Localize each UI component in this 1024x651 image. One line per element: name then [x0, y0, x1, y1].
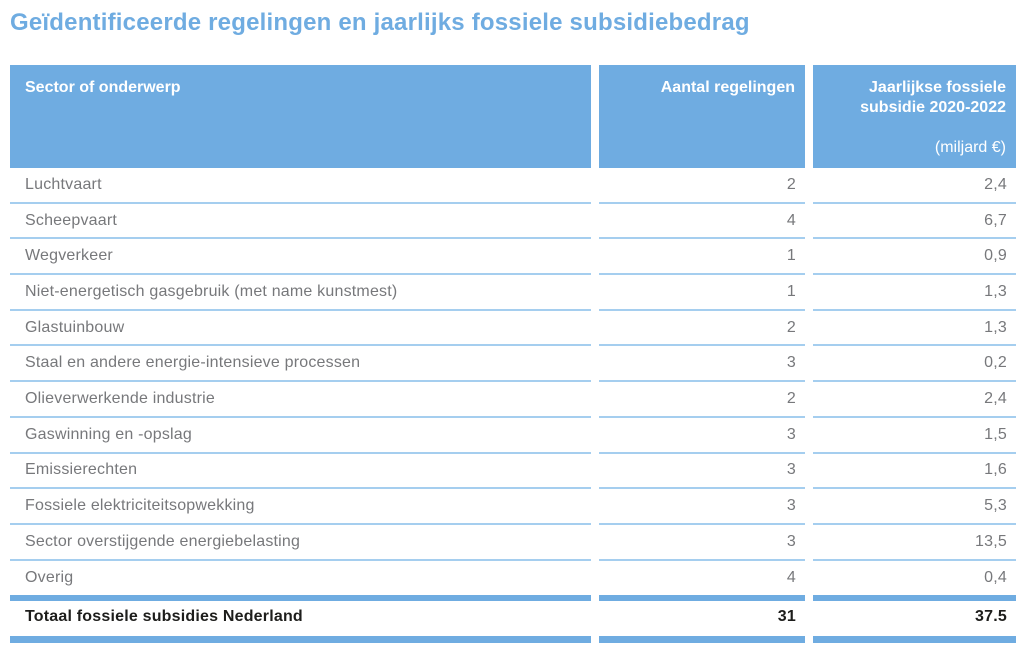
- count-cell: 3: [599, 489, 805, 525]
- sector-cell: Overig: [25, 568, 74, 586]
- sector-cell: Sector overstijgende energiebelasting: [10, 525, 591, 561]
- column-header-amount: Jaarlijkse fossiele subsidie 2020-2022 (…: [813, 65, 1016, 168]
- count-cell: 2: [599, 311, 805, 347]
- count-cell: 4: [599, 204, 805, 240]
- count-cell: 1: [599, 239, 805, 276]
- column-header-count: Aantal regelingen: [599, 65, 805, 168]
- table-row: Wegverkeer 1 0,9: [10, 239, 1016, 276]
- table-row: Staal en andere energie-intensieve proce…: [10, 346, 1016, 383]
- amount-cell: 0,9: [813, 239, 1016, 276]
- column-header-amount-unit: (miljard €): [934, 139, 1006, 156]
- amount-cell: 0,2: [813, 346, 1016, 383]
- table-row: Fossiele elektriciteitsopwekking 3 5,3: [10, 489, 1016, 525]
- amount-cell: 13,5: [813, 525, 1016, 561]
- sector-cell: Staal en andere energie-intensieve proce…: [10, 346, 591, 383]
- table-row: Gaswinning en -opslag 3 1,5: [10, 418, 1016, 454]
- bar-segment: [813, 594, 1016, 601]
- count-cell: 4: [786, 568, 796, 586]
- count-cell: 1: [599, 275, 805, 311]
- sector-cell: Scheepvaart: [10, 204, 591, 240]
- count-cell: 2: [599, 382, 805, 418]
- count-cell: 3: [599, 525, 805, 561]
- bar-segment: [813, 635, 1016, 643]
- table-row: Niet-energetisch gasgebruik (met name ku…: [10, 275, 1016, 311]
- count-cell: 3: [599, 454, 805, 490]
- amount-cell: 0,4: [984, 568, 1007, 586]
- total-amount: 37.5: [975, 608, 1007, 626]
- sector-cell: Niet-energetisch gasgebruik (met name ku…: [10, 275, 591, 311]
- amount-cell: 1,6: [813, 454, 1016, 490]
- table-row: Overig 4 0,4: [10, 561, 1016, 595]
- total-label: Totaal fossiele subsidies Nederland: [25, 608, 303, 626]
- amount-cell: 1,5: [813, 418, 1016, 454]
- sector-cell: Fossiele elektriciteitsopwekking: [10, 489, 591, 525]
- sector-cell: Wegverkeer: [10, 239, 591, 276]
- bar-segment: [599, 594, 805, 601]
- amount-cell: 2,4: [813, 382, 1016, 418]
- amount-cell: 5,3: [813, 489, 1016, 525]
- subsidy-table: Sector of onderwerp Aantal regelingen Ja…: [10, 65, 1016, 643]
- table-row: Glastuinbouw 2 1,3: [10, 311, 1016, 347]
- column-header-sector: Sector of onderwerp: [10, 65, 591, 168]
- sector-cell: Olieverwerkende industrie: [10, 382, 591, 418]
- sector-cell: Gaswinning en -opslag: [10, 418, 591, 454]
- count-cell: 3: [599, 418, 805, 454]
- total-row: Totaal fossiele subsidies Nederland 31 3…: [10, 601, 1016, 634]
- amount-cell: 6,7: [813, 204, 1016, 240]
- total-count: 31: [777, 608, 796, 626]
- amount-cell: 1,3: [813, 275, 1016, 311]
- table-row: Scheepvaart 4 6,7: [10, 204, 1016, 240]
- sector-cell: Glastuinbouw: [10, 311, 591, 347]
- sector-cell: Emissierechten: [10, 454, 591, 490]
- table-header-row: Sector of onderwerp Aantal regelingen Ja…: [10, 65, 1016, 168]
- amount-cell: 1,3: [813, 311, 1016, 347]
- table-row: Emissierechten 3 1,6: [10, 454, 1016, 490]
- count-cell: 2: [599, 168, 805, 204]
- figure-title: Geïdentificeerde regelingen en jaarlijks…: [10, 9, 750, 36]
- column-header-amount-label: Jaarlijkse fossiele subsidie 2020-2022: [860, 79, 1006, 116]
- table-row: Sector overstijgende energiebelasting 3 …: [10, 525, 1016, 561]
- total-divider-bar: [10, 594, 1016, 601]
- bar-segment: [599, 635, 805, 643]
- amount-cell: 2,4: [813, 168, 1016, 204]
- sector-cell: Luchtvaart: [10, 168, 591, 204]
- bar-segment: [10, 635, 591, 643]
- table-row: Luchtvaart 2 2,4: [10, 168, 1016, 204]
- column-header-count-label: Aantal regelingen: [660, 79, 795, 96]
- bar-segment: [10, 594, 591, 601]
- table-bottom-bar: [10, 635, 1016, 643]
- column-header-sector-label: Sector of onderwerp: [25, 79, 181, 96]
- table-row: Olieverwerkende industrie 2 2,4: [10, 382, 1016, 418]
- count-cell: 3: [599, 346, 805, 383]
